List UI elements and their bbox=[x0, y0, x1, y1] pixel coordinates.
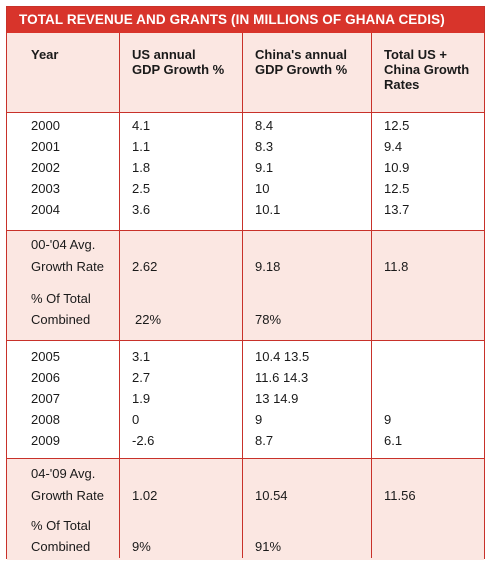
header-total-line2: China Growth bbox=[384, 62, 470, 77]
avg-china-cell: 9.18 bbox=[255, 259, 281, 274]
header-us-line1: US annual bbox=[132, 47, 196, 62]
table-title: TOTAL REVENUE AND GRANTS (IN MILLIONS OF… bbox=[7, 7, 484, 33]
avg-total-cell: 11.8 bbox=[384, 259, 409, 274]
china-cell: 8.7 bbox=[255, 433, 274, 448]
total-cell: 12.5 bbox=[384, 181, 410, 196]
avg-china-cell: 10.54 bbox=[255, 488, 288, 503]
pct-china-cell: 78% bbox=[255, 312, 282, 327]
divider bbox=[7, 340, 484, 341]
total-cell: 6.1 bbox=[384, 433, 403, 448]
avg-us-cell: 1.02 bbox=[132, 488, 158, 503]
year-cell: 2001 bbox=[31, 139, 60, 154]
avg-label-line2: Growth Rate bbox=[31, 488, 104, 503]
china-cell: 9 bbox=[255, 412, 263, 427]
china-cell: 13 14.9 bbox=[255, 391, 299, 406]
china-cell: 10.1 bbox=[255, 202, 281, 217]
avg-us-cell: 2.62 bbox=[132, 259, 158, 274]
header-total-line3: Rates bbox=[384, 77, 420, 92]
total-cell: 13.7 bbox=[384, 202, 410, 217]
header-total-growth: Total US + China Growth Rates bbox=[384, 47, 469, 92]
total-cell: 9 bbox=[384, 412, 392, 427]
total-cell: 10.9 bbox=[384, 160, 410, 175]
pct-us-cell: 9% bbox=[132, 539, 151, 554]
total-cell: 12.5 bbox=[384, 118, 410, 133]
column-divider bbox=[242, 33, 243, 558]
summary-band-2 bbox=[7, 458, 484, 560]
china-cell: 10.4 13.5 bbox=[255, 349, 310, 364]
pct-label-line2: Combined bbox=[31, 312, 91, 327]
total-cell: 9.4 bbox=[384, 139, 403, 154]
year-cell: 2006 bbox=[31, 370, 60, 385]
summary-band-1 bbox=[7, 230, 484, 340]
header-china-line1: China's annual bbox=[255, 47, 347, 62]
pct-label-line1: % Of Total bbox=[31, 291, 91, 306]
header-total-line1: Total US + bbox=[384, 47, 447, 62]
column-divider bbox=[371, 33, 372, 558]
header-china-growth: China's annual GDP Growth % bbox=[255, 47, 347, 77]
pct-us-cell: 22% bbox=[135, 312, 162, 327]
china-cell: 8.3 bbox=[255, 139, 274, 154]
column-divider bbox=[119, 33, 120, 558]
header-band bbox=[7, 33, 484, 112]
year-cell: 2002 bbox=[31, 160, 60, 175]
divider bbox=[7, 458, 484, 459]
us-cell: 1.9 bbox=[132, 391, 151, 406]
us-cell: 0 bbox=[132, 412, 140, 427]
us-cell: 3.6 bbox=[132, 202, 151, 217]
avg-label-line1: 04-'09 Avg. bbox=[31, 466, 96, 481]
divider bbox=[7, 230, 484, 231]
header-us-growth: US annual GDP Growth % bbox=[132, 47, 224, 77]
year-cell: 2000 bbox=[31, 118, 60, 133]
year-cell: 2009 bbox=[31, 433, 60, 448]
us-cell: 1.8 bbox=[132, 160, 151, 175]
us-cell: -2.6 bbox=[132, 433, 155, 448]
year-cell: 2004 bbox=[31, 202, 60, 217]
avg-total-cell: 11.56 bbox=[384, 488, 416, 503]
us-cell: 2.5 bbox=[132, 181, 151, 196]
us-cell: 3.1 bbox=[132, 349, 151, 364]
china-cell: 10 bbox=[255, 181, 270, 196]
year-cell: 2005 bbox=[31, 349, 60, 364]
china-cell: 11.6 14.3 bbox=[255, 370, 309, 385]
header-year: Year bbox=[31, 47, 59, 62]
header-us-line2: GDP Growth % bbox=[132, 62, 225, 77]
china-cell: 9.1 bbox=[255, 160, 274, 175]
pct-label-line1: % Of Total bbox=[31, 518, 91, 533]
avg-label-line1: 00-'04 Avg. bbox=[31, 237, 96, 252]
avg-label-line2: Growth Rate bbox=[31, 259, 104, 274]
header-china-line2: GDP Growth % bbox=[255, 62, 348, 77]
divider bbox=[7, 112, 484, 113]
year-cell: 2007 bbox=[31, 391, 60, 406]
us-cell: 4.1 bbox=[132, 118, 151, 133]
year-cell: 2008 bbox=[31, 412, 60, 427]
china-cell: 8.4 bbox=[255, 118, 274, 133]
data-table: TOTAL REVENUE AND GRANTS (IN MILLIONS OF… bbox=[6, 6, 485, 560]
year-cell: 2003 bbox=[31, 181, 60, 196]
us-cell: 2.7 bbox=[132, 370, 151, 385]
pct-china-cell: 91% bbox=[255, 539, 282, 554]
pct-label-line2: Combined bbox=[31, 539, 91, 554]
us-cell: 1.1 bbox=[132, 139, 151, 154]
